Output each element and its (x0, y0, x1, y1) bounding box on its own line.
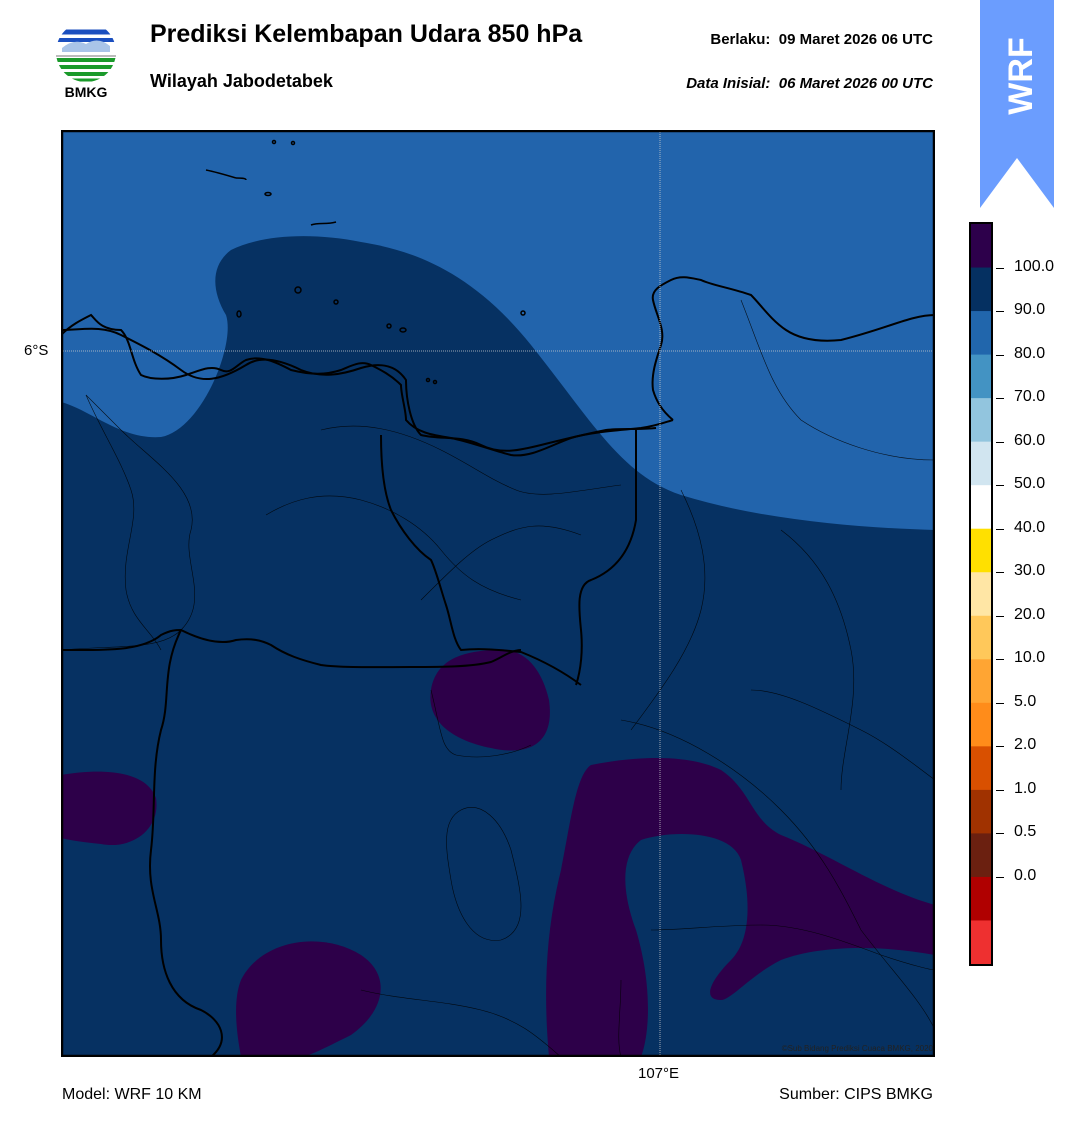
colorbar-tick-label: 60.0 (1014, 431, 1046, 449)
map-frame (60, 129, 936, 1058)
colorbar-tick-line (996, 833, 1004, 835)
colorbar-segment (971, 485, 991, 530)
colorbar-tick-label: 50.0 (1014, 475, 1046, 493)
colorbar-tick-label: 70.0 (1014, 388, 1046, 406)
colorbar-tick-line (996, 876, 1004, 878)
init-value: 06 Maret 2026 00 UTC (778, 75, 933, 92)
colorbar-tick-label: 2.0 (1014, 736, 1037, 754)
coastline (61, 276, 935, 457)
colorbar-tick-label: 90.0 (1014, 301, 1046, 319)
colorbar-segment (971, 572, 991, 617)
init-time: Data Inisial: 06 Maret 2026 00 UTC (686, 75, 933, 92)
copyright-text: ©Sub Bidang Prediksi Cuaca BMKG, 2020 (781, 1044, 933, 1053)
colorbar-tick-line (996, 398, 1004, 400)
valid-value: 09 Maret 2026 06 UTC (778, 31, 933, 48)
colorbar-tick-line (996, 354, 1004, 356)
colorbar-frame (969, 222, 993, 966)
valid-label: Berlaku: (710, 31, 771, 48)
colorbar-segment (971, 702, 991, 747)
colorbar-segment (971, 267, 991, 312)
colorbar-segment (971, 354, 991, 399)
colorbar-tick-label: 30.0 (1014, 562, 1046, 580)
source-label: Sumber: CIPS BMKG (779, 1086, 933, 1103)
colorbar-tick-line (996, 615, 1004, 617)
colorbar-segment (971, 398, 991, 443)
field-above-100 (546, 758, 935, 1057)
colorbar-tick-line (996, 441, 1004, 443)
valid-time: Berlaku: 09 Maret 2026 06 UTC (710, 31, 933, 48)
colorbar-tick-line (996, 485, 1004, 487)
colorbar-tick-line (996, 528, 1004, 530)
logo-text: BMKG (64, 84, 108, 100)
page-title: Prediksi Kelembapan Udara 850 hPa (150, 20, 583, 48)
colorbar (969, 222, 993, 966)
colorbar-segment (971, 746, 991, 791)
colorbar-tick-label: 80.0 (1014, 344, 1046, 362)
lon-label: 107°E (638, 1065, 680, 1082)
field-above-100 (236, 941, 381, 1057)
region-subtitle: Wilayah Jabodetabek (150, 71, 333, 91)
colorbar-tick-line (996, 311, 1004, 313)
bmkg-logo: BMKG (52, 20, 120, 100)
colorbar-tick-line (996, 746, 1004, 748)
wrf-badge-text: WRF (1002, 37, 1040, 114)
humidity-map (60, 129, 936, 1058)
colorbar-segment (971, 615, 991, 660)
colorbar-tick-label: 5.0 (1014, 692, 1037, 710)
colorbar-ticks: 100.0 90.0 80.0 70.0 60.0 50.0 40.0 30.0 20.0 10.… (996, 222, 1076, 966)
colorbar-segment (971, 789, 991, 834)
regency-boundaries (61, 299, 935, 1057)
colorbar-tick-label: 0.5 (1014, 823, 1037, 841)
colorbar-tick-label: 20.0 (1014, 605, 1046, 623)
field-80-90 (61, 130, 935, 530)
colorbar-segment (971, 311, 991, 356)
islands (205, 139, 526, 385)
colorbar-tick-line (996, 659, 1004, 661)
colorbar-tick-label: 40.0 (1014, 518, 1046, 536)
model-label: Model: WRF 10 KM (62, 1086, 202, 1103)
province-boundaries (61, 327, 657, 1057)
field-above-100 (430, 649, 550, 751)
field-above-100 (61, 771, 157, 846)
colorbar-tick-line (996, 572, 1004, 574)
colorbar-segment (971, 876, 991, 921)
wrf-badge: WRF (980, 0, 1054, 210)
colorbar-tick-line (996, 789, 1004, 791)
colorbar-tick-line (996, 267, 1004, 269)
colorbar-segment (971, 920, 991, 965)
colorbar-tick-line (996, 702, 1004, 704)
colorbar-tick-label: 0.0 (1014, 866, 1037, 884)
colorbar-segment (971, 441, 991, 486)
colorbar-segment (971, 528, 991, 573)
colorbar-tick-label: 100.0 (1014, 257, 1055, 275)
bmkg-emblem-icon (56, 22, 116, 82)
colorbar-segment (971, 224, 991, 269)
colorbar-segment (971, 659, 991, 704)
colorbar-tick-label: 10.0 (1014, 649, 1046, 667)
map-canvas (60, 129, 936, 1058)
lat-label: 6°S (24, 342, 49, 359)
init-label: Data Inisial: (686, 75, 771, 92)
colorbar-tick-label: 1.0 (1014, 779, 1037, 797)
colorbar-segment (971, 833, 991, 878)
